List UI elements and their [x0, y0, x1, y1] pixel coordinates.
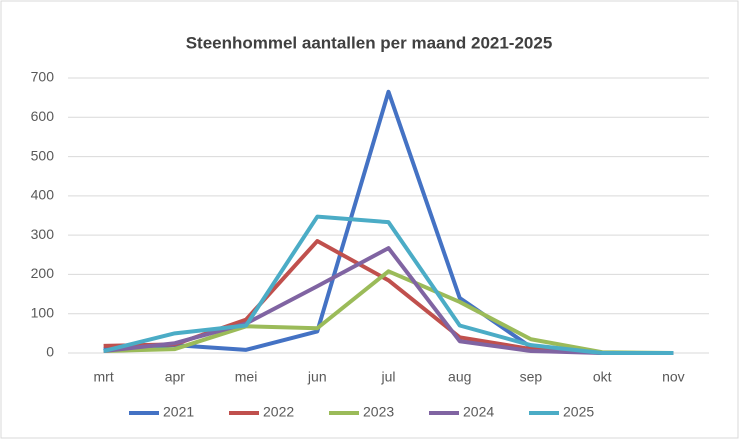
y-tick-label: 200 [31, 265, 55, 281]
series-line [103, 269, 674, 355]
legend-label: 2022 [263, 404, 294, 420]
series-line [103, 214, 674, 355]
x-tick-label: aug [448, 369, 471, 385]
x-tick-label: okt [593, 369, 612, 385]
legend-label: 2023 [363, 404, 394, 420]
x-tick-label: mei [235, 369, 258, 385]
x-tick-label: apr [165, 369, 186, 385]
legend-label: 2024 [463, 404, 494, 420]
y-tick-label: 600 [31, 108, 55, 124]
y-tick-label: 0 [46, 344, 54, 360]
y-tick-label: 300 [31, 226, 55, 242]
y-tick-label: 400 [31, 187, 55, 203]
x-tick-label: jul [380, 369, 395, 385]
x-tick-label: nov [662, 369, 685, 385]
x-tick-label: jun [307, 369, 327, 385]
legend-label: 2021 [163, 404, 194, 420]
y-tick-label: 700 [31, 69, 55, 85]
legend-label: 2025 [563, 404, 594, 420]
chart-title: Steenhommel aantallen per maand 2021-202… [186, 33, 553, 52]
x-tick-label: sep [520, 369, 543, 385]
y-tick-label: 500 [31, 147, 55, 163]
x-tick-label: mrt [94, 369, 114, 385]
y-tick-label: 100 [31, 304, 55, 320]
